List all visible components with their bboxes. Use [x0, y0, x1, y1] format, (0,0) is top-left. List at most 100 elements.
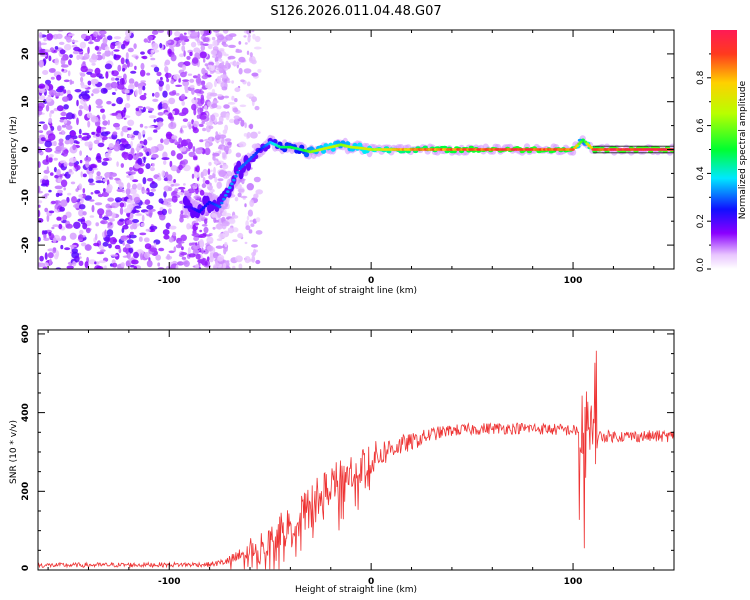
noise-speckle [234, 196, 239, 202]
snr-y-tick-label: 400 [21, 403, 31, 422]
noise-speckle [250, 131, 258, 139]
noise-speckle [251, 96, 257, 103]
noise-speckle [176, 153, 184, 160]
noise-speckle [71, 248, 78, 254]
noise-speckle [188, 253, 196, 258]
noise-speckle [193, 47, 201, 53]
colorbar-tick-label: 0.6 [696, 118, 706, 133]
noise-speckle [58, 132, 63, 135]
noise-speckle [153, 129, 158, 133]
ridge-core [571, 148, 575, 151]
ridge-core [587, 144, 591, 148]
noise-speckle [57, 86, 64, 91]
noise-speckle [45, 96, 52, 103]
noise-speckle [217, 51, 223, 59]
noise-speckle [135, 56, 138, 60]
noise-speckle [126, 60, 130, 68]
noise-speckle [114, 177, 121, 181]
noise-speckle [43, 175, 49, 181]
noise-speckle [113, 143, 121, 152]
noise-speckle [218, 170, 227, 177]
noise-speckle [140, 51, 145, 55]
noise-speckle [218, 115, 224, 123]
noise-speckle [253, 193, 259, 199]
noise-speckle [132, 209, 140, 213]
noise-speckle [136, 183, 143, 191]
noise-speckle [48, 55, 52, 62]
noise-speckle [51, 226, 55, 230]
snr-x-label: Height of straight line (km) [295, 585, 417, 595]
noise-speckle [150, 146, 156, 154]
noise-speckle [203, 58, 206, 63]
noise-speckle [44, 193, 50, 196]
noise-speckle [102, 114, 106, 121]
noise-speckle [221, 164, 229, 170]
noise-speckle [94, 190, 100, 194]
noise-speckle [135, 147, 140, 152]
noise-speckle [78, 260, 84, 266]
noise-speckle [129, 231, 134, 235]
noise-speckle [168, 237, 174, 243]
noise-speckle [244, 42, 248, 45]
noise-speckle [195, 242, 198, 246]
noise-speckle [257, 131, 261, 135]
noise-speckle [42, 123, 48, 131]
noise-speckle [97, 160, 102, 163]
noise-speckle [85, 227, 91, 234]
noise-speckle [202, 43, 209, 46]
noise-speckle [91, 54, 99, 60]
noise-speckle [111, 51, 114, 56]
noise-speckle [55, 192, 60, 198]
noise-speckle [58, 41, 65, 46]
noise-speckle [186, 55, 191, 60]
noise-speckle [96, 125, 102, 133]
noise-speckle [192, 75, 198, 79]
ridge-core [577, 142, 581, 146]
noise-speckle [224, 140, 229, 147]
noise-speckle [38, 59, 45, 68]
noise-speckle [106, 184, 113, 192]
noise-speckle [50, 76, 55, 80]
noise-speckle [130, 140, 133, 148]
noise-speckle [90, 116, 99, 123]
noise-speckle [104, 50, 112, 57]
noise-speckle [89, 215, 95, 218]
ridge-mid [303, 152, 310, 158]
noise-speckle [78, 128, 82, 135]
noise-speckle [251, 72, 259, 77]
noise-speckle [117, 45, 121, 49]
noise-speckle [128, 78, 135, 85]
noise-speckle [102, 157, 110, 162]
noise-speckle [42, 266, 48, 269]
noise-speckle [251, 30, 255, 33]
noise-speckle [74, 89, 82, 93]
noise-speckle [106, 100, 112, 105]
noise-speckle [101, 191, 109, 197]
colorbar-tick-label: 0.0 [696, 258, 706, 273]
noise-speckle [126, 182, 131, 190]
noise-speckle [120, 57, 125, 65]
noise-speckle [238, 67, 243, 75]
ridge-mid [386, 150, 392, 154]
noise-speckle [173, 74, 181, 80]
noise-speckle [126, 198, 131, 204]
noise-speckle [61, 124, 67, 128]
noise-speckle [161, 102, 168, 110]
noise-speckle [233, 115, 240, 120]
noise-speckle [120, 130, 124, 137]
noise-speckle [90, 73, 97, 78]
noise-speckle [63, 43, 72, 51]
noise-speckle [54, 57, 59, 66]
noise-speckle [98, 76, 105, 79]
noise-speckle [107, 35, 113, 41]
noise-speckle [39, 42, 47, 46]
noise-speckle [116, 161, 119, 167]
noise-speckle [212, 40, 218, 47]
noise-speckle [100, 108, 105, 113]
noise-speckle [98, 260, 107, 264]
noise-speckle [190, 183, 198, 188]
ridge-core [250, 155, 254, 159]
noise-speckle [212, 226, 216, 230]
noise-speckle [209, 92, 218, 97]
noise-speckle [214, 219, 219, 223]
